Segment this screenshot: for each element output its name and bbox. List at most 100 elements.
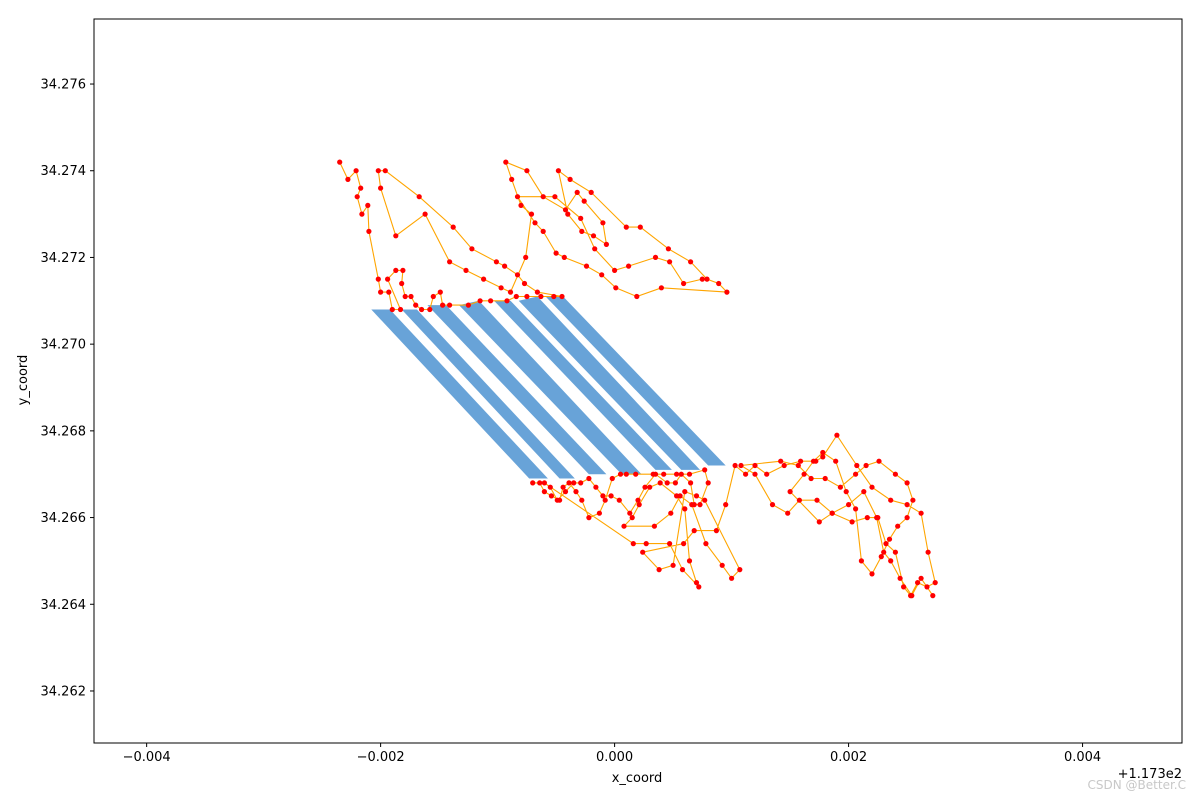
series-0-point-83 bbox=[561, 254, 567, 260]
series-0-point-39 bbox=[493, 259, 499, 265]
series-1-point-53 bbox=[647, 484, 653, 490]
series-1-point-50 bbox=[682, 506, 688, 512]
series-1-point-63 bbox=[729, 575, 735, 581]
series-1-point-78 bbox=[764, 471, 770, 477]
series-0-point-47 bbox=[422, 211, 428, 217]
series-1-point-83 bbox=[834, 432, 840, 438]
polygon-5 bbox=[518, 296, 700, 470]
series-0-point-77 bbox=[724, 289, 730, 295]
series-1-point-77 bbox=[752, 462, 758, 469]
series-0-point-35 bbox=[534, 289, 541, 295]
series-0-point-75 bbox=[704, 276, 710, 282]
series-0-point-11 bbox=[389, 306, 395, 313]
series-0-point-66 bbox=[579, 228, 585, 234]
series-1-point-28 bbox=[652, 471, 659, 477]
series-1-point-19 bbox=[686, 471, 693, 477]
series-0-point-14 bbox=[393, 267, 399, 273]
x-tick-label-3: 0.002 bbox=[830, 750, 867, 765]
series-1-point-5 bbox=[560, 484, 566, 490]
series-1-point-105 bbox=[752, 471, 758, 477]
series-0-point-42 bbox=[416, 194, 422, 200]
series-0-point-32 bbox=[538, 293, 544, 300]
series-0-point-7 bbox=[366, 228, 372, 234]
series-1-point-80 bbox=[798, 458, 804, 464]
series-1-point-86 bbox=[888, 497, 894, 503]
series-1-point-48 bbox=[693, 580, 700, 586]
y-tick-label-1: 34.264 bbox=[41, 598, 87, 613]
series-1-point-17 bbox=[661, 471, 667, 477]
series-0-point-64 bbox=[603, 241, 610, 247]
series-1-point-36 bbox=[586, 475, 592, 482]
series-1-point-22 bbox=[697, 502, 703, 508]
series-0-point-38 bbox=[502, 263, 508, 269]
x-axis-label: x_coord bbox=[612, 771, 663, 786]
series-1-point-41 bbox=[547, 484, 553, 490]
series-0-point-88 bbox=[552, 194, 558, 200]
series-1-point-20 bbox=[702, 467, 708, 473]
series-1-point-40 bbox=[554, 497, 560, 503]
series-1-point-52 bbox=[657, 480, 663, 486]
series-1-point-75 bbox=[732, 462, 738, 469]
series-1-point-95 bbox=[892, 549, 899, 555]
series-1-point-94 bbox=[901, 584, 907, 590]
series-1-point-102 bbox=[796, 497, 803, 503]
series-0-point-16 bbox=[399, 280, 405, 287]
series-1-point-54 bbox=[636, 502, 642, 508]
series-1-point-135 bbox=[874, 515, 880, 521]
series-1-point-133 bbox=[846, 502, 852, 508]
series-1-point-66 bbox=[693, 493, 700, 499]
series-1-point-112 bbox=[853, 471, 859, 477]
series-0-point-25 bbox=[447, 302, 453, 308]
series-1-point-64 bbox=[737, 567, 743, 573]
series-0-point-9 bbox=[378, 289, 384, 295]
series-1-point-9 bbox=[586, 515, 592, 521]
series-1-point-13 bbox=[617, 471, 624, 477]
series-1-point-87 bbox=[904, 502, 910, 508]
series-1-point-89 bbox=[925, 549, 931, 555]
series-0-point-15 bbox=[400, 267, 406, 273]
series-1-point-120 bbox=[886, 536, 893, 542]
series-1-point-69 bbox=[656, 567, 662, 573]
series-1-point-46 bbox=[679, 567, 686, 573]
series-1-point-8 bbox=[579, 497, 585, 503]
series-1-point-119 bbox=[895, 523, 901, 529]
series-0-point-30 bbox=[513, 293, 519, 300]
series-0-point-81 bbox=[599, 272, 605, 278]
y-tick-label-5: 34.272 bbox=[41, 251, 87, 266]
series-1-point-74 bbox=[723, 502, 729, 508]
series-0-point-17 bbox=[402, 293, 408, 300]
x-axis-offset-label: +1.173e2 bbox=[1118, 767, 1182, 782]
series-1-point-91 bbox=[924, 584, 930, 590]
series-1-point-71 bbox=[681, 541, 687, 547]
series-0-point-58 bbox=[524, 168, 530, 174]
series-1-point-45 bbox=[667, 541, 673, 547]
series-0-point-62 bbox=[581, 198, 587, 204]
series-0-point-50 bbox=[481, 276, 487, 282]
series-1-point-104 bbox=[769, 502, 776, 508]
series-1-point-70 bbox=[640, 549, 646, 555]
series-1-point-37 bbox=[578, 480, 584, 486]
series-1-point-26 bbox=[672, 480, 679, 486]
series-0-point-93 bbox=[652, 254, 659, 260]
series-1-point-7 bbox=[573, 489, 579, 495]
series-1-point-34 bbox=[600, 493, 606, 499]
y-tick-label-3: 34.268 bbox=[41, 424, 87, 439]
series-1-point-49 bbox=[686, 558, 693, 564]
x-tick-label-2: 0.000 bbox=[596, 750, 633, 765]
series-1-point-123 bbox=[858, 558, 865, 564]
series-1-point-76 bbox=[743, 471, 749, 477]
y-tick-label-6: 34.274 bbox=[41, 164, 87, 179]
y-tick-label-7: 34.276 bbox=[41, 78, 87, 93]
polygon-2 bbox=[427, 305, 607, 475]
series-1-point-39 bbox=[562, 489, 569, 495]
watermark-text: CSDN @Better.C bbox=[1088, 778, 1186, 792]
series-0-point-76 bbox=[716, 280, 722, 287]
series-0-point-6 bbox=[365, 202, 371, 208]
points-layer bbox=[337, 159, 938, 599]
series-1-point-2 bbox=[541, 489, 548, 495]
series-0-point-72 bbox=[637, 224, 643, 230]
series-1-point-125 bbox=[843, 489, 849, 495]
series-0-point-60 bbox=[562, 207, 569, 213]
series-1-point-58 bbox=[668, 510, 674, 516]
series-1-point-139 bbox=[909, 593, 915, 599]
